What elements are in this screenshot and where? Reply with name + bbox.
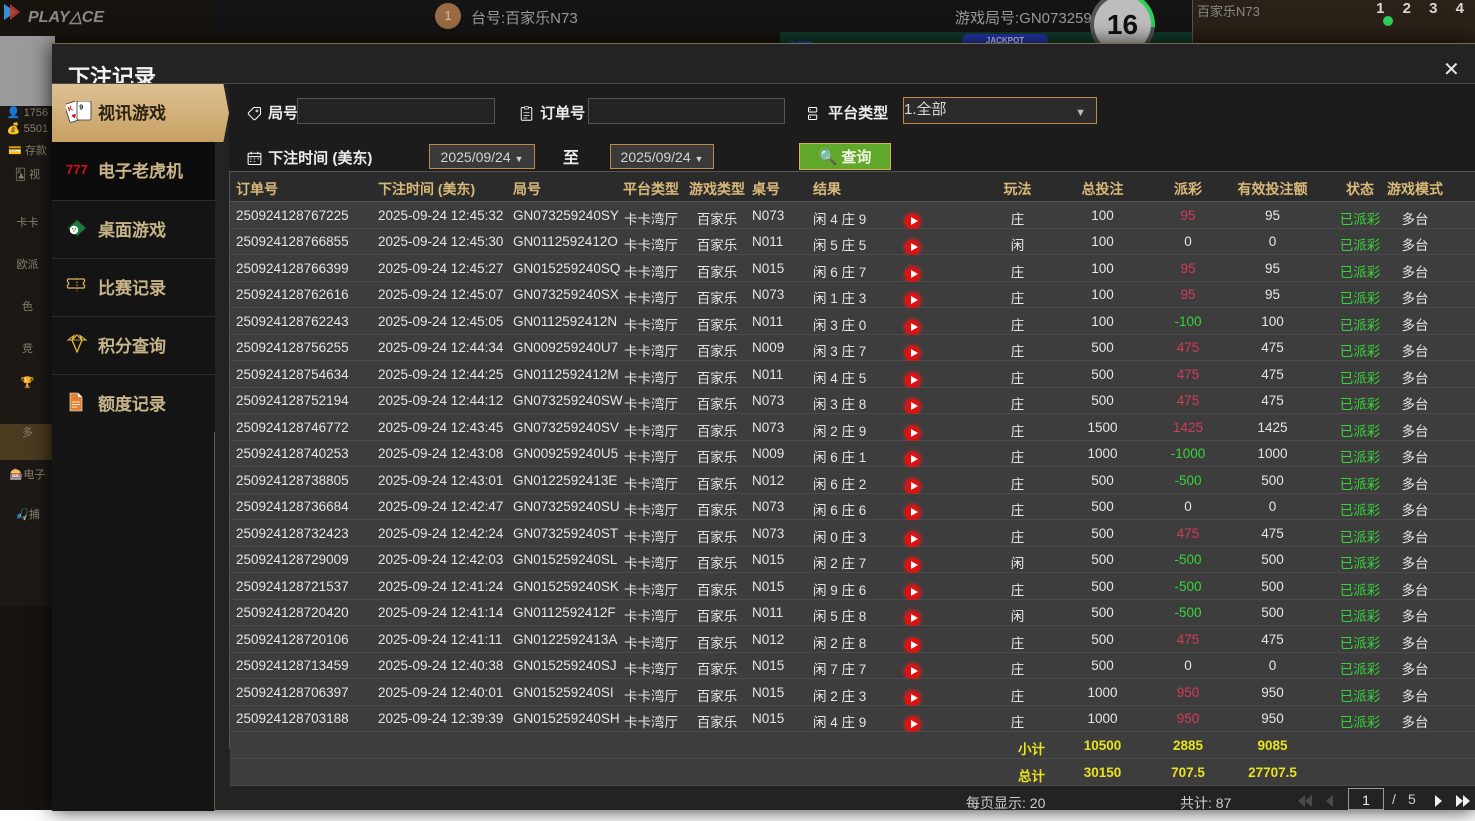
svg-text:777: 777: [66, 162, 88, 177]
svg-text:9: 9: [79, 105, 83, 112]
